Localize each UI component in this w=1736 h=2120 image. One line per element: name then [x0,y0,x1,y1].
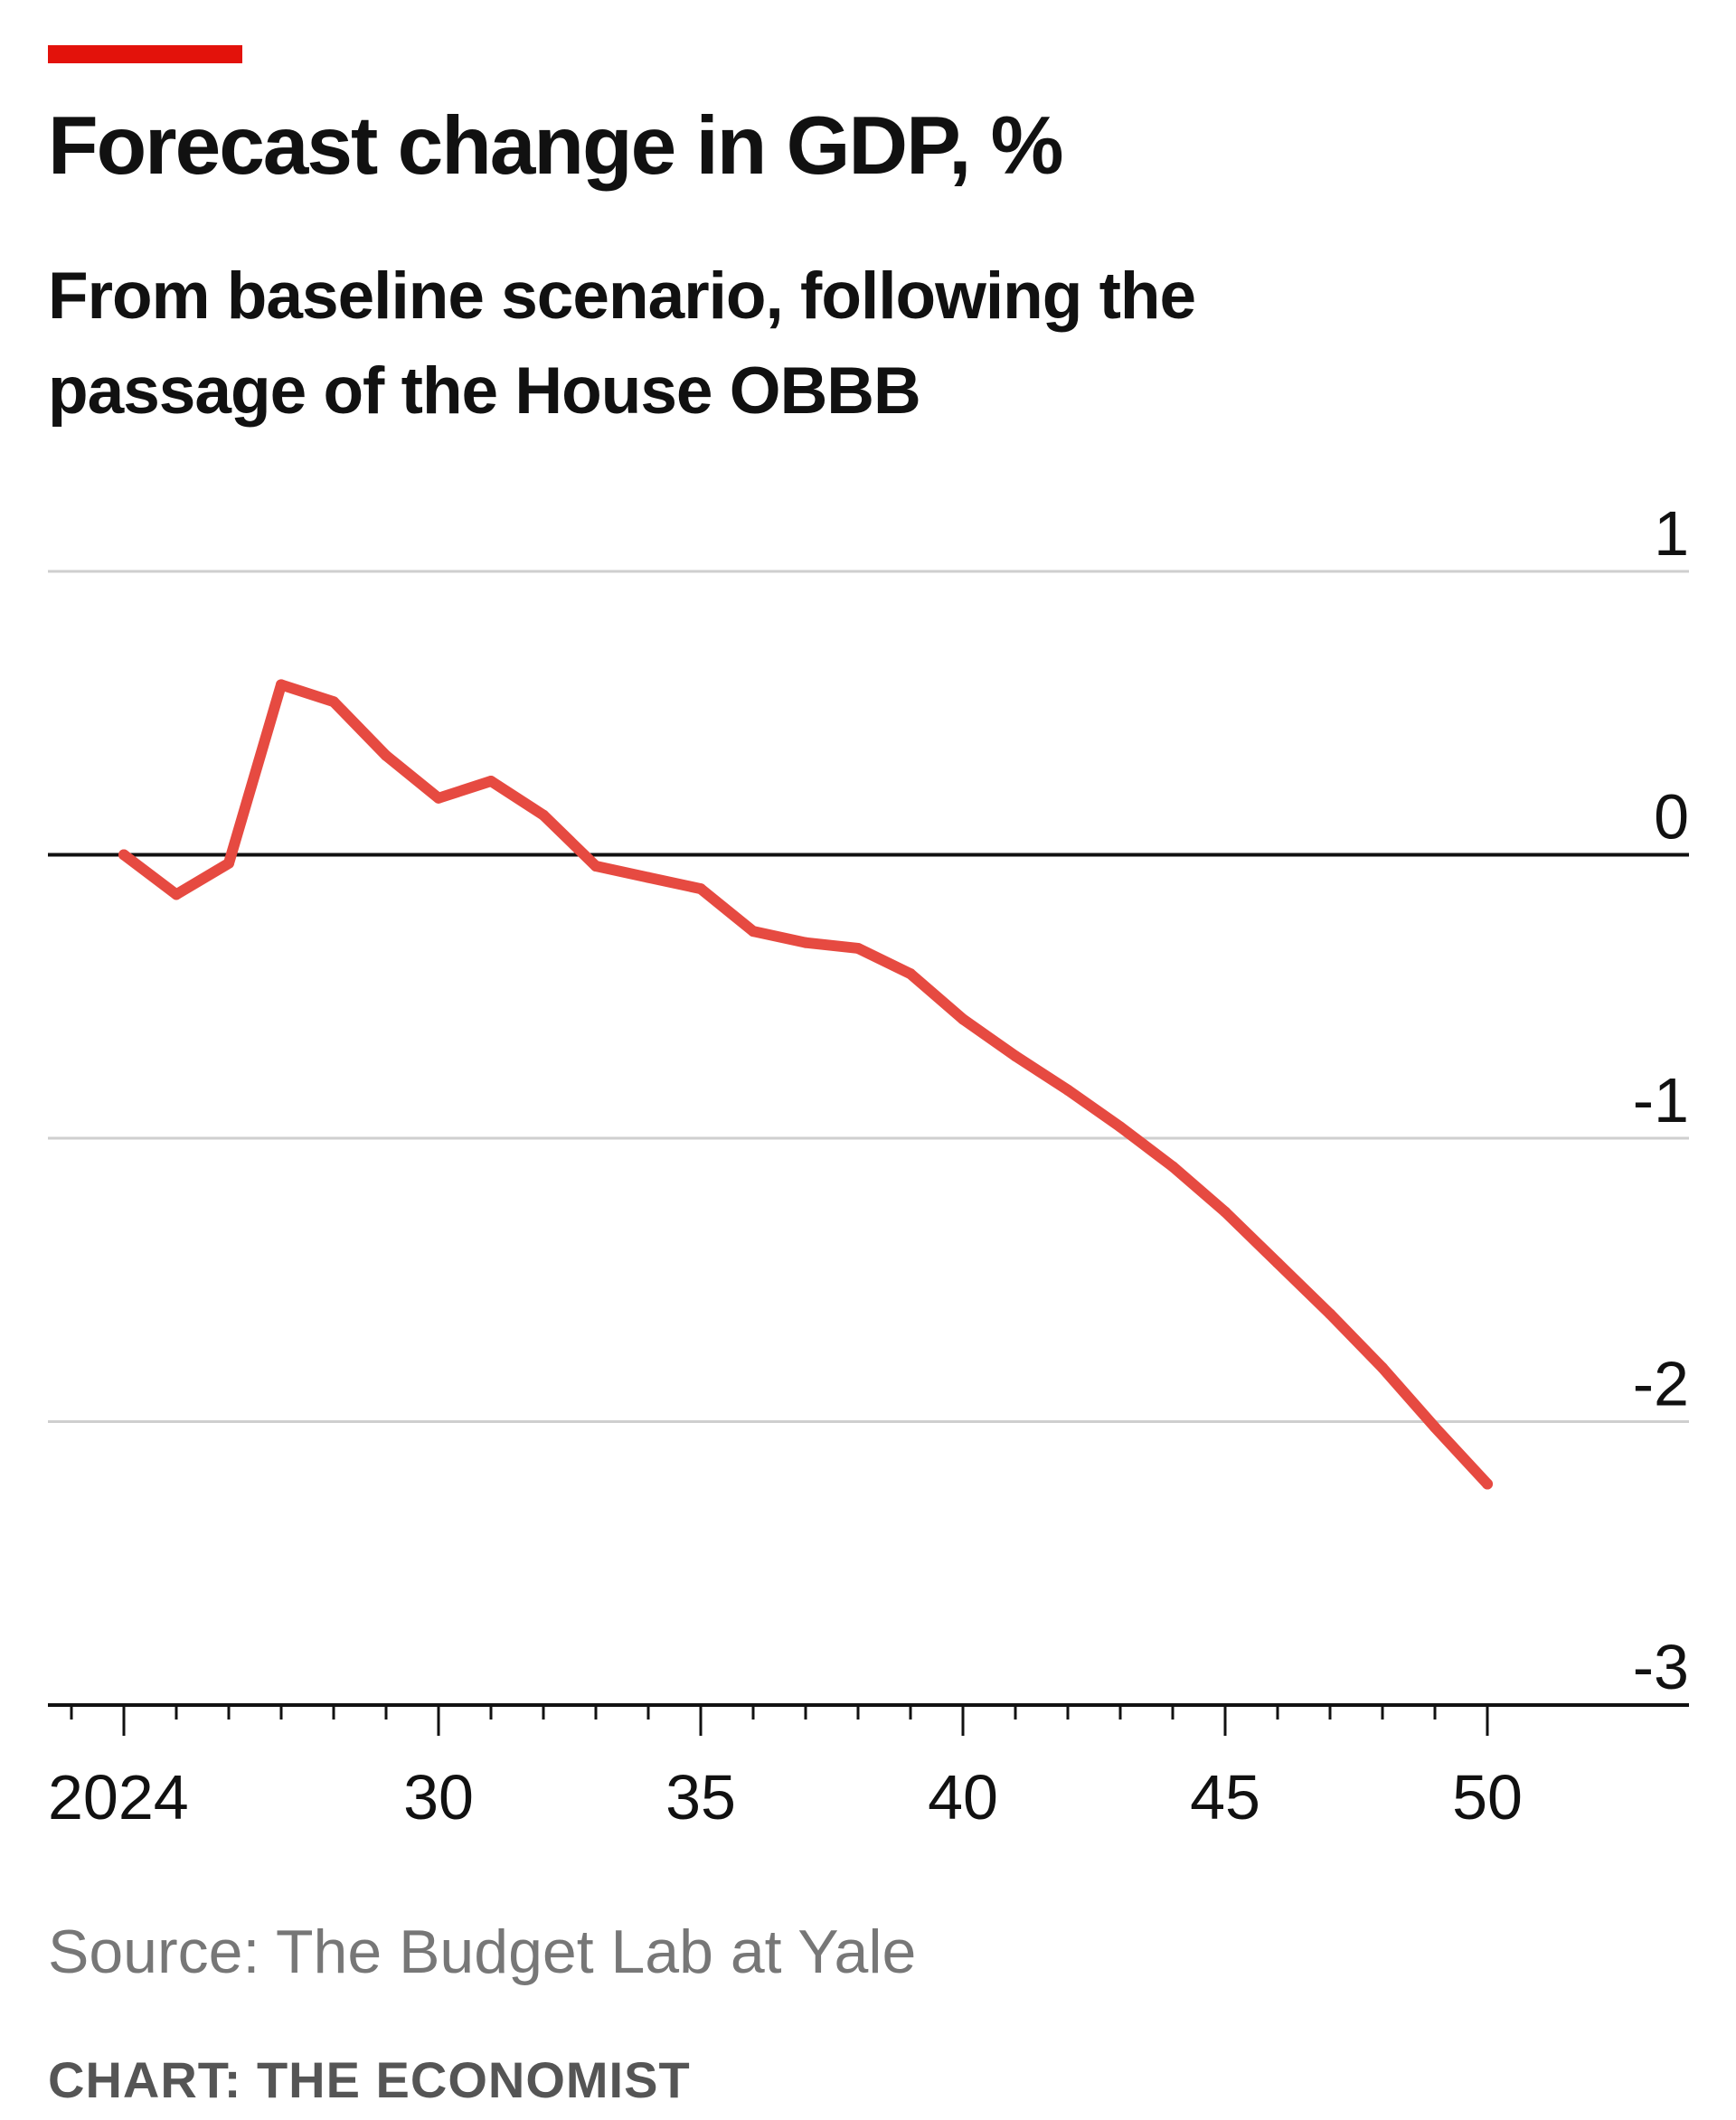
y-tick-label: -3 [1633,1632,1689,1702]
x-tick-label: 35 [665,1762,736,1833]
x-tick-label: 30 [403,1762,474,1833]
x-tick-label: 2024 [48,1762,189,1833]
y-tick-label: 1 [1654,498,1689,569]
y-tick-labels: 1 0 -1 -2 -3 [1633,498,1689,1702]
data-point [958,1013,968,1025]
data-point [853,942,863,954]
data-point [328,696,339,708]
data-point [1377,1362,1388,1373]
y-tick-label: -1 [1633,1065,1689,1135]
data-point [695,883,706,895]
data-point [1272,1257,1283,1268]
data-point [1062,1084,1073,1096]
line-chart: 1 0 -1 -2 -3 2024 30 35 40 45 50 [48,498,1689,1833]
data-point [1429,1421,1440,1433]
x-tick-label: 40 [928,1762,998,1833]
data-point [381,749,392,761]
series-layer [118,679,1493,1490]
data-point [486,775,496,787]
data-point [748,926,759,938]
x-tick-label: 50 [1452,1762,1523,1833]
data-point [1482,1478,1493,1490]
chart-title: Forecast change in GDP, % [48,100,1064,192]
data-point [1220,1206,1231,1218]
data-point [1167,1161,1178,1173]
data-point [276,679,287,691]
data-point [590,861,601,872]
data-point [223,857,234,869]
data-point [433,792,444,804]
y-tick-label: -2 [1633,1349,1689,1419]
x-axis: 2024 30 35 40 45 50 [48,1705,1523,1833]
data-point [1115,1121,1126,1133]
data-point [1010,1051,1021,1062]
data-point [171,889,182,900]
data-point [643,872,654,883]
y-tick-label: 0 [1654,782,1689,853]
gridlines [48,570,1689,1707]
source-note: Source: The Budget Lab at Yale [48,1917,917,1986]
data-point [905,968,916,980]
data-point [800,937,811,948]
data-point [1325,1308,1335,1320]
chart-credit: CHART: THE ECONOMIST [48,2051,691,2108]
x-tick-label: 45 [1190,1762,1260,1833]
gdp-change-line [118,679,1493,1490]
data-point [538,809,549,821]
accent-bar [48,45,242,63]
chart-subtitle: From baseline scenario, following the pa… [48,259,1196,428]
data-point [118,849,129,861]
